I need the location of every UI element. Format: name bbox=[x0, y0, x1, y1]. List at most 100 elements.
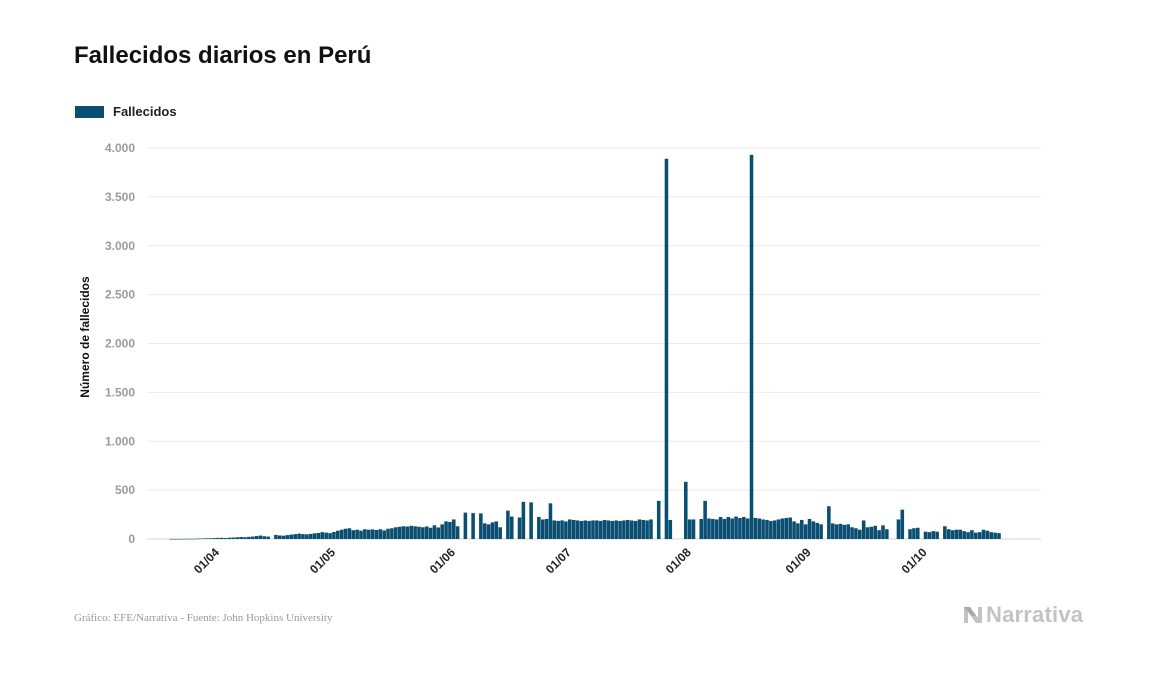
bar bbox=[885, 529, 889, 539]
bar bbox=[784, 517, 789, 539]
bar bbox=[220, 537, 224, 539]
bar bbox=[285, 535, 290, 539]
bar bbox=[378, 529, 383, 539]
bar bbox=[954, 529, 959, 539]
bar bbox=[950, 530, 955, 539]
bar bbox=[734, 516, 738, 539]
bar bbox=[757, 518, 762, 539]
bar bbox=[305, 534, 309, 539]
bar bbox=[397, 526, 402, 539]
bar bbox=[394, 527, 398, 539]
bar bbox=[382, 530, 386, 539]
bar bbox=[347, 528, 352, 539]
bar bbox=[289, 534, 294, 539]
bar bbox=[258, 535, 263, 539]
bar bbox=[479, 513, 483, 539]
bar bbox=[486, 524, 491, 539]
bar bbox=[332, 531, 336, 539]
bar bbox=[301, 534, 305, 539]
legend: Fallecidos bbox=[75, 104, 177, 119]
bar bbox=[320, 532, 325, 539]
bar bbox=[842, 524, 847, 539]
x-tick-label: 01/04 bbox=[191, 545, 222, 576]
bar bbox=[506, 510, 510, 539]
bar bbox=[684, 481, 688, 539]
bar bbox=[846, 524, 850, 539]
source-note: Gráfico: EFE/Narrativa - Fuente: John Ho… bbox=[74, 612, 333, 624]
bar bbox=[521, 501, 526, 539]
x-tick-label: 01/08 bbox=[663, 545, 694, 576]
bar bbox=[796, 523, 800, 539]
bar bbox=[792, 521, 796, 539]
bar bbox=[510, 516, 514, 539]
bar bbox=[498, 527, 502, 539]
bar bbox=[351, 530, 356, 539]
bar bbox=[718, 517, 723, 539]
bar bbox=[769, 520, 773, 539]
bar bbox=[606, 520, 611, 539]
bar bbox=[583, 520, 588, 539]
bar bbox=[776, 519, 781, 539]
bar bbox=[985, 530, 990, 539]
bar bbox=[421, 527, 425, 539]
bar bbox=[780, 518, 785, 539]
bar bbox=[838, 523, 843, 539]
bar bbox=[761, 519, 765, 539]
brand-name: Narrativa bbox=[986, 602, 1084, 627]
bars bbox=[169, 154, 1001, 540]
bar bbox=[997, 533, 1001, 539]
bar bbox=[428, 527, 433, 539]
bar bbox=[455, 526, 460, 539]
bar bbox=[196, 538, 201, 540]
bar bbox=[649, 519, 653, 539]
bar bbox=[900, 509, 905, 539]
bar bbox=[622, 520, 626, 539]
bar bbox=[544, 518, 549, 539]
bar bbox=[869, 526, 874, 539]
bar bbox=[645, 520, 649, 539]
y-axis-label: Número de fallecidos bbox=[78, 276, 92, 398]
bar bbox=[436, 527, 441, 539]
bar bbox=[212, 538, 216, 539]
bar bbox=[529, 502, 533, 539]
bar bbox=[390, 528, 394, 539]
bar bbox=[738, 517, 742, 539]
bar bbox=[413, 526, 417, 539]
bar bbox=[482, 523, 487, 539]
bar bbox=[517, 517, 522, 539]
bar bbox=[540, 519, 545, 539]
bar bbox=[281, 535, 286, 539]
bar bbox=[374, 530, 379, 539]
bar bbox=[800, 519, 804, 539]
y-tick-label: 3.000 bbox=[105, 239, 135, 253]
bar bbox=[591, 520, 595, 539]
bar bbox=[556, 520, 560, 539]
y-axis-ticks: 0 500 1.000 1.500 2.000 2.500 3.000 3.500 4.000 bbox=[105, 141, 135, 546]
bar bbox=[571, 519, 576, 539]
bar bbox=[819, 524, 823, 539]
bar bbox=[916, 527, 920, 539]
bar bbox=[749, 154, 754, 539]
bar bbox=[595, 520, 599, 539]
bar bbox=[432, 525, 437, 539]
x-tick-label: 01/09 bbox=[783, 545, 814, 576]
bar bbox=[548, 503, 553, 539]
bar bbox=[807, 518, 812, 539]
bar bbox=[560, 520, 564, 539]
bar bbox=[266, 536, 270, 539]
bar bbox=[537, 517, 541, 539]
bar bbox=[336, 530, 340, 539]
bar bbox=[912, 528, 916, 539]
bar bbox=[618, 520, 622, 539]
bar bbox=[204, 538, 209, 539]
bar bbox=[610, 520, 615, 539]
bar bbox=[297, 533, 301, 539]
bar bbox=[274, 534, 278, 539]
bar bbox=[243, 537, 247, 539]
bar bbox=[355, 529, 359, 539]
bar bbox=[641, 519, 646, 539]
bar bbox=[239, 537, 243, 539]
gridlines bbox=[147, 147, 1041, 540]
bar bbox=[865, 527, 870, 539]
bar bbox=[386, 528, 390, 539]
